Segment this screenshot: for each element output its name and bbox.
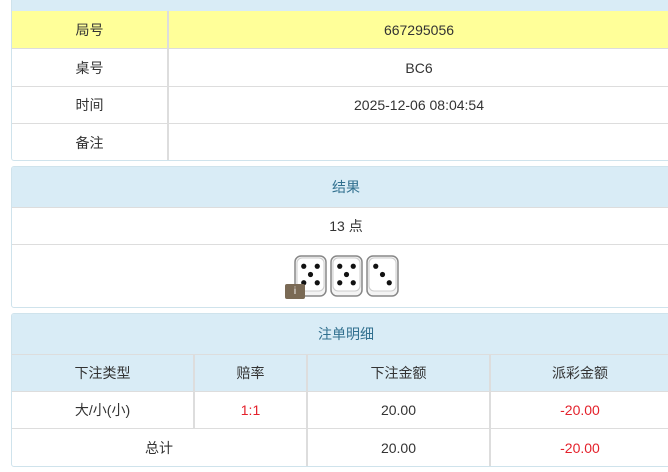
table-row: 大/小(小) 1:1 20.00 -20.00 — [12, 391, 668, 428]
round-number: 667295056 — [167, 11, 668, 48]
pip — [379, 271, 385, 278]
bet-details-title: 注单明细 — [12, 314, 668, 354]
pip — [300, 263, 306, 269]
info-row-note: 备注 — [12, 123, 668, 160]
total-row: 总计 20.00 -20.00 — [12, 428, 668, 466]
bet-amount: 20.00 — [306, 392, 489, 428]
result-points: 13 点 — [12, 207, 668, 244]
total-payout: -20.00 — [489, 429, 668, 466]
result-panel: 结果 13 点 — [11, 166, 668, 308]
col-odds: 赔率 — [193, 355, 306, 391]
odds: 1:1 — [193, 392, 306, 428]
pip — [343, 271, 349, 278]
die-3 — [365, 255, 399, 297]
dice-row — [12, 244, 668, 307]
info-row-round: 局号 667295056 — [12, 11, 668, 48]
result-title: 结果 — [12, 167, 668, 207]
info-row-table: 桌号 BC6 — [12, 48, 668, 86]
table-number: BC6 — [167, 49, 668, 86]
label: 桌号 — [75, 59, 104, 76]
die-5 — [329, 255, 363, 297]
bet-type: 大/小(小) — [74, 402, 131, 418]
bet-table-header: 下注类型 赔率 下注金额 派彩金额 — [12, 354, 668, 391]
col-bet-amount: 下注金额 — [306, 355, 489, 391]
pip — [350, 263, 356, 269]
label: 时间 — [75, 97, 104, 113]
round-info-panel: 局号 667295056 桌号 BC6 时间 2025-12-06 08:04:… — [11, 0, 668, 161]
pip — [336, 280, 342, 286]
time-value: 2025-12-06 08:04:54 — [167, 87, 668, 123]
points-text: 13 点 — [329, 218, 363, 234]
label: 备注 — [75, 134, 104, 151]
total-label: 总计 — [145, 439, 173, 456]
info-row-time: 时间 2025-12-06 08:04:54 — [12, 86, 668, 123]
pip — [386, 280, 392, 286]
note-value — [167, 124, 668, 160]
pip — [350, 280, 356, 286]
pip — [314, 280, 320, 286]
pip — [314, 263, 320, 269]
pip — [307, 271, 313, 278]
payout: -20.00 — [489, 392, 668, 428]
pip — [336, 263, 342, 269]
pip — [372, 263, 378, 269]
col-bet-type: 下注类型 — [74, 365, 131, 381]
info-badge[interactable]: i — [285, 284, 305, 299]
bet-details-panel: 注单明细 下注类型 赔率 下注金额 派彩金额 大/小(小) 1:1 20.00 … — [11, 313, 668, 467]
total-amount: 20.00 — [306, 429, 489, 466]
col-payout: 派彩金额 — [489, 355, 668, 391]
label: 局号 — [75, 21, 104, 38]
